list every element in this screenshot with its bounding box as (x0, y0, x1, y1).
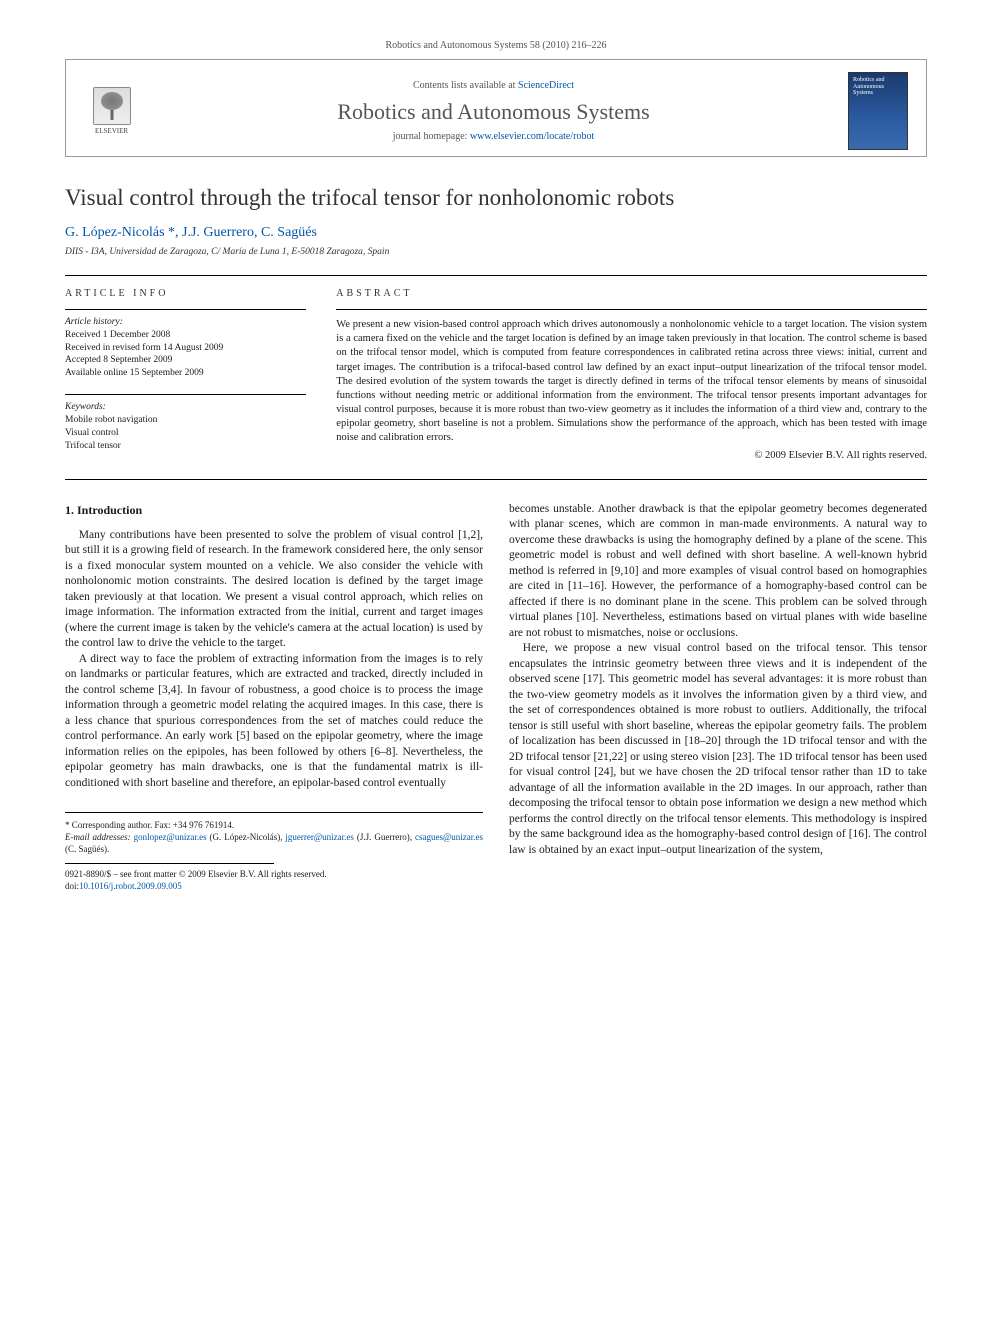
elsevier-logo: ELSEVIER (84, 81, 139, 141)
contents-prefix: Contents lists available at (413, 80, 518, 91)
author-link[interactable]: G. López-Nicolás *, J.J. Guerrero, C. Sa… (65, 225, 317, 240)
author-email-link[interactable]: csagues@unizar.es (415, 832, 483, 842)
homepage-prefix: journal homepage: (393, 131, 470, 142)
received-date: Received 1 December 2008 (65, 330, 170, 340)
doi-block: 0921-8890/$ – see front matter © 2009 El… (65, 863, 483, 892)
journal-header-box: ELSEVIER Contents lists available at Sci… (65, 59, 927, 157)
body-paragraph: Many contributions have been presented t… (65, 528, 483, 652)
body-column-left: 1. Introduction Many contributions have … (65, 502, 483, 893)
homepage-line: journal homepage: www.elsevier.com/locat… (139, 131, 848, 142)
abstract-label: ABSTRACT (336, 288, 927, 299)
corresponding-line: * Corresponding author. Fax: +34 976 761… (65, 819, 483, 831)
body-column-right: becomes unstable. Another drawback is th… (509, 502, 927, 893)
email-addresses-line: E-mail addresses: gonlopez@unizar.es (G.… (65, 831, 483, 855)
journal-header-top: ELSEVIER Contents lists available at Sci… (66, 60, 926, 156)
sciencedirect-link[interactable]: ScienceDirect (518, 80, 574, 91)
journal-header-center: Contents lists available at ScienceDirec… (139, 80, 848, 142)
abstract-column: ABSTRACT We present a new vision-based c… (336, 288, 927, 461)
revised-date: Received in revised form 14 August 2009 (65, 343, 223, 353)
online-date: Available online 15 September 2009 (65, 368, 204, 378)
abstract-copyright: © 2009 Elsevier B.V. All rights reserved… (336, 450, 927, 461)
author-email-who: (C. Sagüés) (65, 844, 107, 854)
publisher-label: ELSEVIER (95, 127, 128, 135)
doi-link[interactable]: 10.1016/j.robot.2009.09.005 (79, 881, 182, 891)
author-email-who: (J.J. Guerrero) (357, 832, 410, 842)
accepted-date: Accepted 8 September 2009 (65, 355, 172, 365)
keyword: Visual control (65, 428, 119, 438)
article-title: Visual control through the trifocal tens… (65, 185, 927, 211)
corresponding-author-footer: * Corresponding author. Fax: +34 976 761… (65, 812, 483, 855)
issn-line: 0921-8890/$ – see front matter © 2009 El… (65, 868, 483, 880)
author-email-link[interactable]: gonlopez@unizar.es (134, 832, 207, 842)
info-abstract-row: ARTICLE INFO Article history: Received 1… (65, 288, 927, 461)
journal-name: Robotics and Autonomous Systems (139, 99, 848, 125)
elsevier-tree-icon (93, 87, 131, 125)
journal-cover-title: Robotics and Autonomous Systems (853, 77, 903, 97)
divider (65, 275, 927, 276)
journal-cover-thumbnail: Robotics and Autonomous Systems (848, 72, 908, 150)
header-citation: Robotics and Autonomous Systems 58 (2010… (65, 40, 927, 51)
divider (65, 479, 927, 480)
affiliation: DIIS - I3A, Universidad de Zaragoza, C/ … (65, 247, 927, 257)
contents-available-line: Contents lists available at ScienceDirec… (139, 80, 848, 91)
author-email-link[interactable]: jguerrer@unizar.es (285, 832, 354, 842)
article-info-label: ARTICLE INFO (65, 288, 306, 299)
body-paragraph: Here, we propose a new visual control ba… (509, 641, 927, 858)
abstract-text: We present a new vision-based control ap… (336, 309, 927, 446)
doi-line: doi:10.1016/j.robot.2009.09.005 (65, 880, 483, 892)
history-label: Article history: (65, 317, 123, 327)
email-label: E-mail addresses: (65, 832, 131, 842)
body-paragraph: A direct way to face the problem of extr… (65, 652, 483, 792)
authors-line: G. López-Nicolás *, J.J. Guerrero, C. Sa… (65, 225, 927, 241)
author-email-who: (G. López-Nicolás) (210, 832, 281, 842)
journal-homepage-link[interactable]: www.elsevier.com/locate/robot (470, 131, 594, 142)
section-heading-introduction: 1. Introduction (65, 502, 483, 518)
divider (65, 863, 274, 864)
body-paragraph: becomes unstable. Another drawback is th… (509, 502, 927, 642)
doi-label: doi: (65, 881, 79, 891)
keyword: Trifocal tensor (65, 441, 121, 451)
keywords-block: Keywords: Mobile robot navigation Visual… (65, 394, 306, 452)
keywords-label: Keywords: (65, 402, 106, 412)
article-info-column: ARTICLE INFO Article history: Received 1… (65, 288, 306, 461)
article-history-block: Article history: Received 1 December 200… (65, 309, 306, 380)
body-columns: 1. Introduction Many contributions have … (65, 502, 927, 893)
page-container: Robotics and Autonomous Systems 58 (2010… (0, 0, 992, 922)
keyword: Mobile robot navigation (65, 415, 157, 425)
